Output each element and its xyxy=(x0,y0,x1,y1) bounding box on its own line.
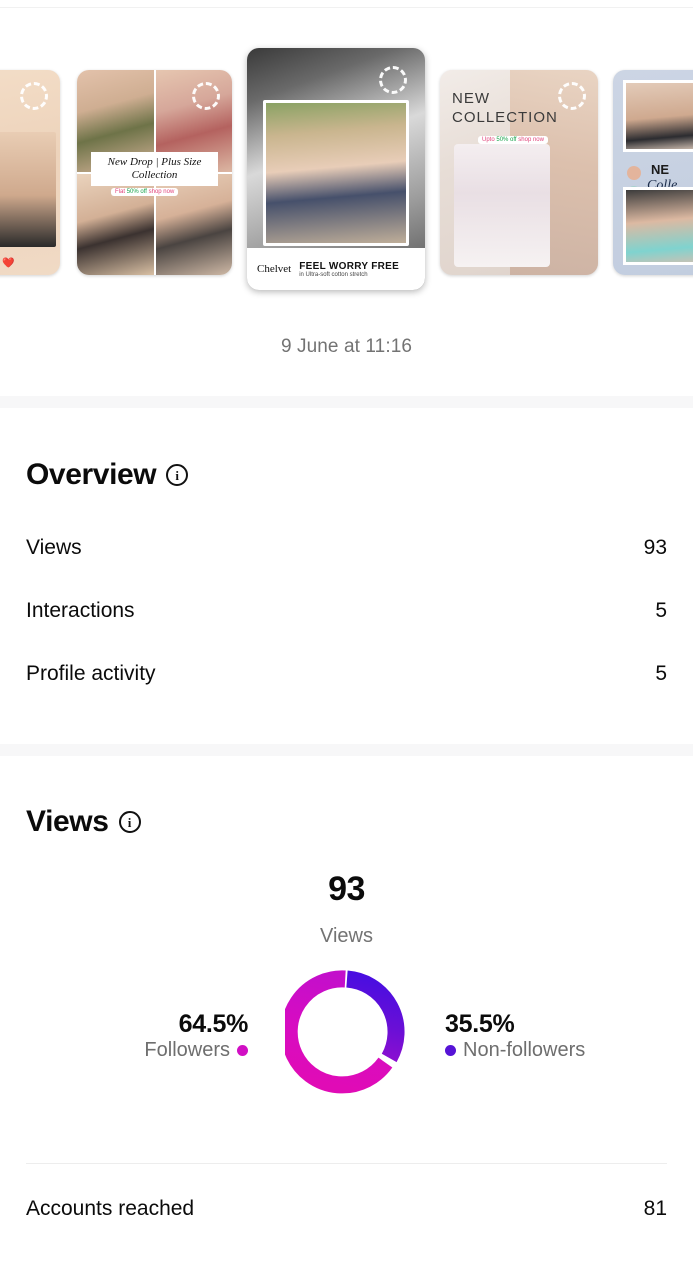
views-title: Views xyxy=(26,805,109,838)
metric-row-profile-activity[interactable]: Profile activity 5 xyxy=(26,662,667,686)
overview-info-icon[interactable]: i xyxy=(166,464,189,486)
metric-value: 93 xyxy=(643,536,667,559)
story-progress-ring-icon xyxy=(558,82,586,110)
story-4-headline-line1: NEW xyxy=(452,90,490,107)
story-2-headline-line1: New Drop | Plus Size xyxy=(107,155,202,168)
story-4-promo-discount: 50% off xyxy=(496,137,517,143)
story-5-photo-top xyxy=(623,80,693,152)
legend-non-followers: 35.5% Non-followers xyxy=(445,1010,693,1062)
metric-label: Views xyxy=(26,536,82,559)
section-spacer-1 xyxy=(0,396,693,408)
post-timestamp: 9 June at 11:16 xyxy=(280,336,413,357)
metric-value: 5 xyxy=(655,599,667,622)
donut-arc-non-followers xyxy=(345,970,404,1063)
donut-center-label: Views xyxy=(320,925,373,947)
story-3-brand: Chelvet xyxy=(257,263,292,275)
metric-row-accounts-reached[interactable]: Accounts reached 81 xyxy=(26,1197,667,1221)
story-4-headline: NEW COLLECTION xyxy=(452,90,558,128)
story-thumb-3-featured[interactable]: Chelvet FEEL WORRY FREE in Ultra-soft co… xyxy=(247,48,425,290)
legend-followers-label: Followers xyxy=(144,1038,230,1061)
legend-followers-dot-icon xyxy=(237,1044,248,1056)
legend-non-followers-percent: 35.5% xyxy=(445,1010,515,1038)
story-thumb-2[interactable]: New Drop | Plus Size Collection Flat 50%… xyxy=(77,70,232,275)
story-3-photo xyxy=(263,100,409,246)
legend-non-followers-dot-icon xyxy=(445,1044,456,1056)
story-4-promo-cta: shop now xyxy=(518,137,544,143)
legend-followers: 64.5% Followers xyxy=(0,1010,252,1062)
story-2-headline-line2: Collection xyxy=(131,169,178,181)
story-progress-ring-icon xyxy=(20,82,48,110)
story-2-headline: New Drop | Plus Size Collection xyxy=(91,152,218,186)
story-2-promo-prefix: Flat xyxy=(115,189,126,195)
metric-label: Accounts reached xyxy=(26,1197,195,1220)
accounts-reached-divider xyxy=(26,1163,667,1164)
metric-row-views[interactable]: Views 93 xyxy=(26,536,667,560)
donut-center-value: 93 xyxy=(328,870,365,908)
metric-value: 81 xyxy=(643,1197,667,1220)
story-2-promo-discount: 50% off xyxy=(126,189,147,195)
story-progress-ring-icon xyxy=(379,66,407,94)
views-info-icon[interactable]: i xyxy=(118,811,141,833)
legend-followers-percent: 64.5% xyxy=(178,1010,249,1038)
story-carousel[interactable]: Slay. ❤️ New Drop | Plus Size Collection… xyxy=(0,48,693,296)
story-progress-ring-icon xyxy=(192,82,220,110)
story-3-footer: Chelvet FEEL WORRY FREE in Ultra-soft co… xyxy=(247,248,425,290)
views-header: Views i xyxy=(26,805,141,839)
story-3-headline: FEEL WORRY FREE xyxy=(299,260,400,272)
metric-row-interactions[interactable]: Interactions 5 xyxy=(26,599,667,623)
story-5-photo-bottom xyxy=(623,187,693,265)
metric-label: Interactions xyxy=(26,599,135,622)
heart-icon: ❤️ xyxy=(2,258,15,269)
story-4-photo-card xyxy=(454,144,550,267)
story-thumb-5[interactable]: NE Colle xyxy=(613,70,693,275)
story-4-promo-prefix: Upto xyxy=(482,137,495,143)
donut-svg xyxy=(284,970,404,1094)
legend-non-followers-label-row: Non-followers xyxy=(445,1039,585,1062)
legend-followers-label-row: Followers xyxy=(144,1039,248,1062)
story-5-swatch-1 xyxy=(627,166,641,180)
donut-arc-followers xyxy=(284,970,392,1094)
story-3-subline: in Ultra-soft cotton stretch xyxy=(299,271,368,278)
metric-value: 5 xyxy=(655,662,667,685)
overview-title: Overview xyxy=(26,458,157,491)
metric-label: Profile activity xyxy=(26,662,156,685)
legend-non-followers-label: Non-followers xyxy=(463,1038,586,1061)
section-spacer-2 xyxy=(0,744,693,756)
story-thumb-4[interactable]: NEW COLLECTION Upto 50% off shop now xyxy=(440,70,598,275)
views-donut-chart: 93 Views 64.5% xyxy=(0,870,693,1130)
story-1-photo xyxy=(0,132,56,247)
story-5-headline-line1: NE xyxy=(651,162,670,177)
story-thumb-1[interactable]: Slay. ❤️ xyxy=(0,70,60,275)
story-4-headline-line2: COLLECTION xyxy=(452,108,558,126)
story-4-promo-badge: Upto 50% off shop now xyxy=(478,136,548,144)
story-2-promo-badge: Flat 50% off shop now xyxy=(111,188,179,196)
top-divider xyxy=(0,7,693,8)
overview-header: Overview i xyxy=(26,458,189,492)
story-2-promo-cta: shop now xyxy=(148,189,175,195)
